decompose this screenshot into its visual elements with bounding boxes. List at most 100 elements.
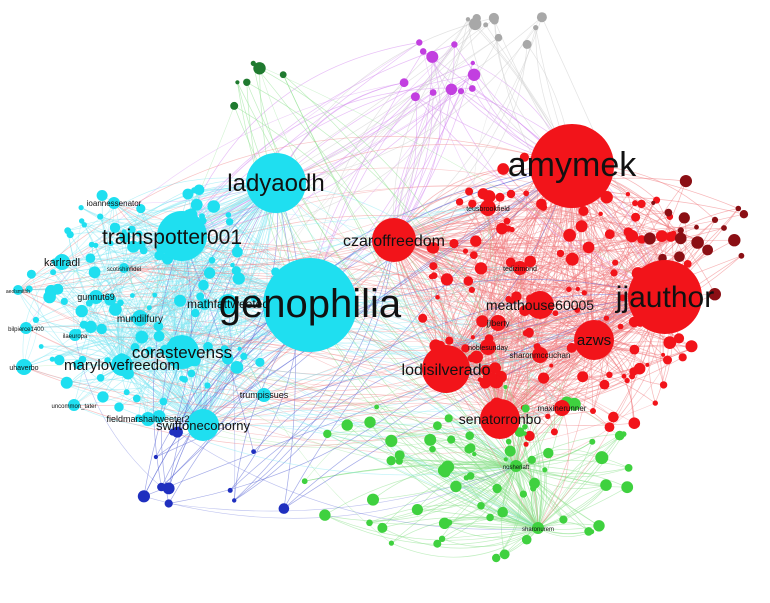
graph-node [429,262,437,270]
graph-node [533,25,538,30]
graph-node [114,402,123,411]
graph-node [79,218,84,223]
graph-node [377,523,387,533]
graph-node [483,22,488,27]
graph-node [631,213,640,222]
graph-node [97,391,108,402]
graph-node [475,262,487,274]
graph-node [50,357,55,362]
graph-node [433,540,441,548]
graph-node [626,230,638,242]
graph-node [93,243,98,248]
graph-node [674,333,684,343]
graph-node [447,436,455,444]
graph-node [43,291,56,304]
graph-node [451,41,457,47]
graph-node [507,190,515,198]
node-label-trumpissues: trumpissues [240,390,289,400]
graph-node [566,287,572,293]
graph-node [97,374,105,382]
graph-node [523,190,529,196]
graph-node [429,274,434,279]
graph-node [653,400,658,405]
graph-node [678,227,684,233]
graph-node [489,362,501,374]
node-label-sharonmccuchan: sharonmccuchan [510,351,571,360]
graph-node [323,430,331,438]
graph-node [235,80,239,84]
graph-node [456,198,463,205]
node-label-mundilfury: mundilfury [117,314,163,325]
graph-node [209,257,216,264]
graph-node [464,475,469,480]
graph-node [230,102,238,110]
graph-node [610,269,617,276]
graph-node [366,520,373,527]
node-label-uhaverbo: uhaverbo [9,365,38,372]
node-label-maxinerunner: maxinerunner [538,404,587,413]
node-label-amymek: amymek [508,146,637,184]
node-label-noblesunday: noblesunday [468,345,508,352]
graph-node [319,509,330,520]
graph-node [420,48,427,55]
graph-node [374,405,379,410]
node-label-lodisilverado: lodisilverado [402,362,491,379]
graph-node [199,213,205,219]
graph-node [679,353,687,361]
graph-node [154,331,165,342]
graph-node [528,456,536,464]
graph-node [630,345,640,355]
node-label-sharonurem: sharonurem [522,527,554,533]
node-label-aeolsmithh: aeolsmithh [6,289,30,295]
node-label-marylovefreedom: marylovefreedom [64,357,180,374]
node-label-bilpierce1400: bilpierce1400 [8,327,44,333]
graph-node [464,445,473,454]
graph-node [450,481,461,492]
graph-node [165,499,173,507]
graph-node [133,395,141,403]
graph-node [54,355,64,365]
graph-node [504,218,511,225]
graph-node [465,431,474,440]
graph-node [458,88,464,94]
node-label-ladyaodh: ladyaodh [227,170,324,197]
graph-node [497,507,508,518]
graph-node [691,236,704,249]
node-label-uncommon: uncommon_tater [51,404,96,410]
graph-node [712,217,718,223]
graph-node [280,71,287,78]
graph-node [50,269,56,275]
graph-node [679,212,690,223]
graph-node [79,205,84,210]
graph-node [449,239,458,248]
graph-node [600,479,612,491]
node-label-jjauthor: jjauthor [615,281,714,314]
graph-node [130,293,135,298]
graph-node [231,361,244,374]
graph-node [97,324,107,334]
graph-node [429,446,436,453]
graph-node [400,78,409,87]
graph-node [492,554,500,562]
graph-node [680,175,692,187]
graph-node [625,378,630,383]
node-label-ioannessenator: ioannessenator [87,199,142,208]
graph-node [445,414,453,422]
graph-node [424,434,436,446]
graph-node [138,490,150,502]
graph-node [238,347,242,351]
graph-node [188,370,196,378]
graph-node [543,448,553,458]
graph-node [89,266,101,278]
graph-node [86,253,96,263]
graph-node [504,457,508,461]
node-label-czaroffreedom: czaroffreedom [343,233,445,250]
graph-node [721,225,727,231]
graph-node [302,478,308,484]
graph-node [522,535,532,545]
graph-node [660,381,667,388]
node-label-senatorronbo: senatorronbo [459,411,542,427]
graph-node [469,85,476,92]
